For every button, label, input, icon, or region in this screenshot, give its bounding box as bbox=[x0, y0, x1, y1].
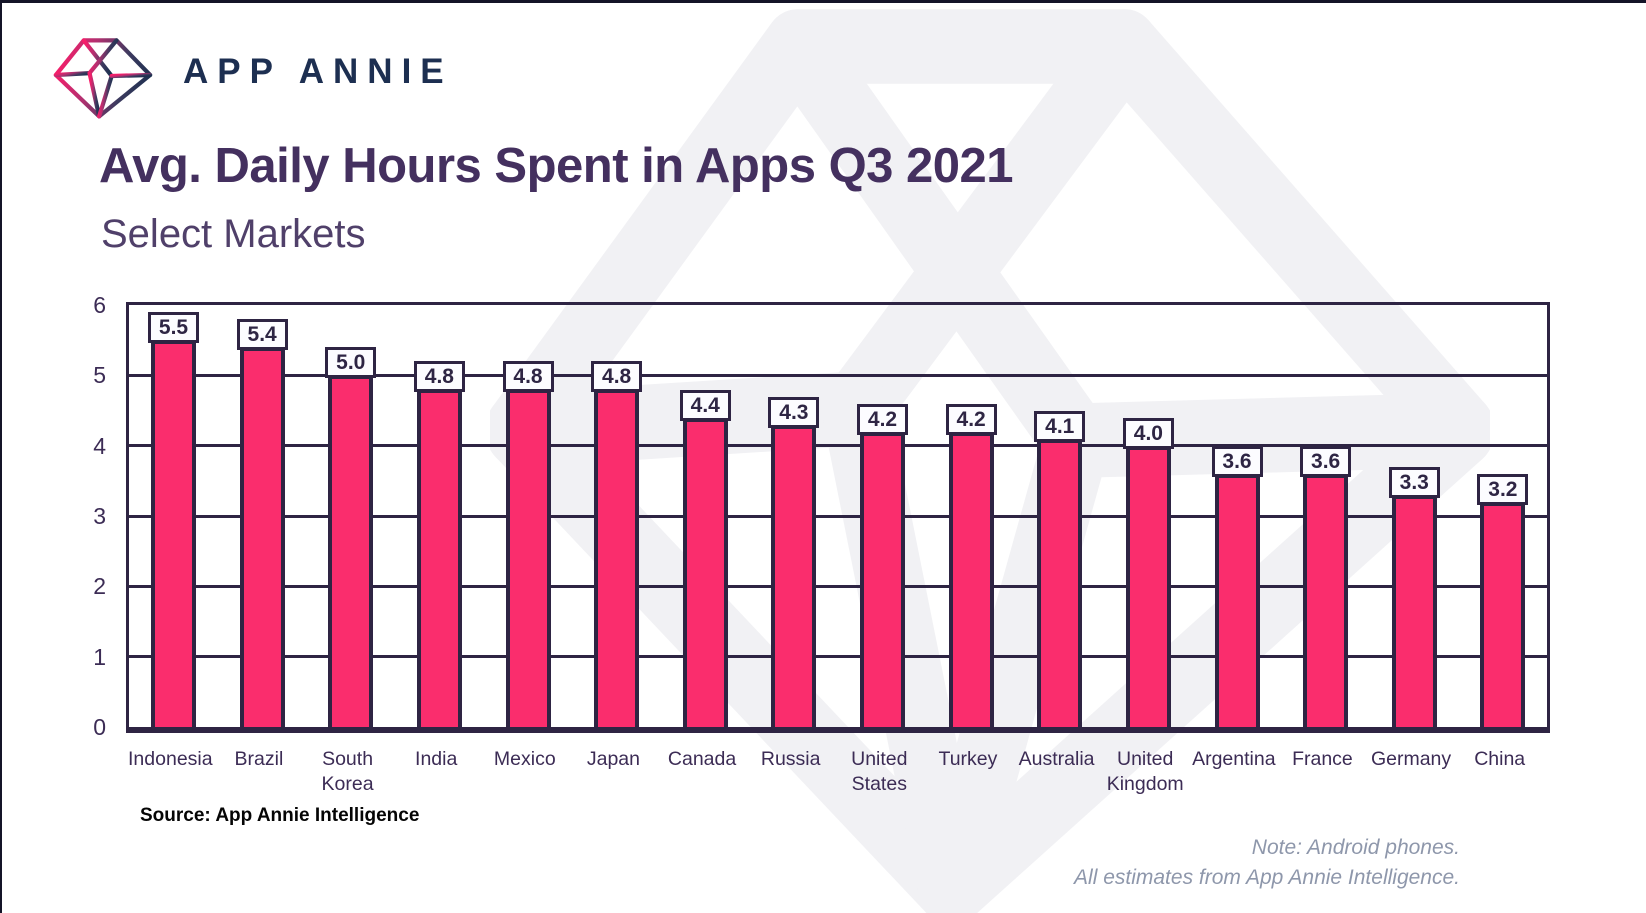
y-tick-5: 5 bbox=[93, 362, 106, 389]
value-label-indonesia: 5.5 bbox=[148, 312, 199, 344]
bar-france bbox=[1303, 473, 1349, 727]
bar-slot: 4.1 bbox=[1015, 305, 1104, 727]
bar-china bbox=[1480, 501, 1526, 727]
x-label-indonesia: Indonesia bbox=[128, 748, 213, 770]
bar-slot: 3.6 bbox=[1281, 305, 1370, 727]
bar-japan bbox=[594, 389, 640, 727]
bar-russia bbox=[771, 424, 817, 727]
bar-slot: 4.0 bbox=[1104, 305, 1193, 727]
x-label-australia: Australia bbox=[1018, 748, 1095, 770]
value-label-japan: 4.8 bbox=[591, 361, 643, 393]
bar-slot: 3.3 bbox=[1370, 305, 1459, 727]
chart-title: Avg. Daily Hours Spent in Apps Q3 2021 bbox=[99, 139, 1014, 193]
value-label-united-kingdom: 4.0 bbox=[1122, 417, 1174, 449]
x-label-china: China bbox=[1474, 748, 1526, 770]
note-text: Note: Android phones. All estimates from… bbox=[1074, 833, 1460, 892]
x-axis-labels: Indonesia Brazil South Korea India Mexico Jap… bbox=[126, 747, 1550, 797]
value-label-germany: 3.3 bbox=[1388, 466, 1440, 498]
bar-slot: 4.2 bbox=[927, 305, 1016, 727]
value-label-india: 4.8 bbox=[413, 361, 465, 393]
x-label-brazil: Brazil bbox=[234, 748, 284, 770]
bar-turkey bbox=[948, 431, 994, 727]
value-label-australia: 4.1 bbox=[1034, 410, 1086, 442]
value-label-turkey: 4.2 bbox=[945, 403, 997, 435]
value-label-china: 3.2 bbox=[1477, 473, 1529, 505]
bar-united-kingdom bbox=[1125, 445, 1171, 727]
bar-australia bbox=[1037, 438, 1083, 727]
top-edge-line bbox=[0, 0, 1646, 3]
note-line-2: All estimates from App Annie Intelligenc… bbox=[1074, 865, 1460, 889]
x-label-canada: Canada bbox=[667, 748, 737, 770]
bar-brazil bbox=[239, 347, 285, 727]
chart-subtitle: Select Markets bbox=[101, 212, 366, 256]
y-tick-0: 0 bbox=[93, 714, 106, 740]
value-label-brazil: 5.4 bbox=[236, 319, 288, 351]
y-tick-1: 1 bbox=[93, 643, 106, 670]
bar-slot: 5.4 bbox=[218, 305, 307, 727]
value-label-russia: 4.3 bbox=[768, 396, 820, 428]
bar-slot: 5.5 bbox=[129, 305, 218, 727]
value-label-mexico: 4.8 bbox=[502, 361, 554, 393]
plot-area: 5.5 5.4 5.0 4.8 4.8 4.8 4.4 4.3 4.2 4.2 4.1 4.0 3.6 3… bbox=[126, 302, 1550, 733]
left-edge-line bbox=[0, 0, 2, 913]
bar-slot: 4.8 bbox=[395, 305, 484, 727]
bar-germany bbox=[1391, 494, 1437, 727]
x-label-russia: Russia bbox=[760, 748, 821, 770]
y-axis: 0 1 2 3 4 5 6 bbox=[62, 292, 114, 740]
bar-slot: 4.8 bbox=[572, 305, 661, 727]
value-label-argentina: 3.6 bbox=[1211, 445, 1263, 477]
bar-south-korea bbox=[328, 375, 374, 727]
value-label-france: 3.6 bbox=[1300, 445, 1352, 477]
x-label-south-korea: South Korea bbox=[321, 748, 374, 795]
x-label-japan: Japan bbox=[586, 748, 640, 770]
y-tick-2: 2 bbox=[93, 573, 106, 600]
bar-slot: 3.6 bbox=[1193, 305, 1282, 727]
bar-indonesia bbox=[151, 340, 196, 727]
bar-slot: 3.2 bbox=[1458, 305, 1547, 727]
bar-india bbox=[416, 389, 462, 727]
bar-slot: 4.2 bbox=[838, 305, 927, 727]
x-label-germany: Germany bbox=[1370, 748, 1452, 770]
x-label-india: India bbox=[415, 748, 458, 770]
bar-slot: 5.0 bbox=[306, 305, 395, 727]
bar-slot: 4.3 bbox=[749, 305, 838, 727]
x-label-mexico: Mexico bbox=[493, 748, 556, 770]
bar-united-states bbox=[860, 431, 905, 727]
bar-mexico bbox=[505, 389, 551, 727]
x-label-turkey: Turkey bbox=[938, 748, 998, 770]
value-label-united-states: 4.2 bbox=[857, 403, 908, 435]
bar-argentina bbox=[1214, 473, 1260, 727]
value-label-canada: 4.4 bbox=[679, 389, 731, 421]
source-text: Source: App Annie Intelligence bbox=[140, 805, 420, 826]
bar-canada bbox=[682, 417, 728, 727]
y-tick-6: 6 bbox=[93, 292, 106, 318]
bar-slot: 4.4 bbox=[661, 305, 750, 727]
y-tick-3: 3 bbox=[93, 503, 106, 529]
x-label-argentina: Argentina bbox=[1192, 748, 1276, 770]
y-tick-4: 4 bbox=[93, 432, 106, 459]
x-label-france: France bbox=[1292, 748, 1353, 770]
brand-wordmark: APP ANNIE bbox=[183, 52, 453, 91]
value-label-south-korea: 5.0 bbox=[325, 347, 377, 379]
x-label-united-kingdom: United Kingdom bbox=[1106, 748, 1184, 795]
app-annie-gem-logo-icon bbox=[53, 38, 153, 119]
bar-slot: 4.8 bbox=[484, 305, 573, 727]
x-label-united-states: United States bbox=[851, 748, 908, 795]
note-line-1: Note: Android phones. bbox=[1251, 836, 1460, 859]
